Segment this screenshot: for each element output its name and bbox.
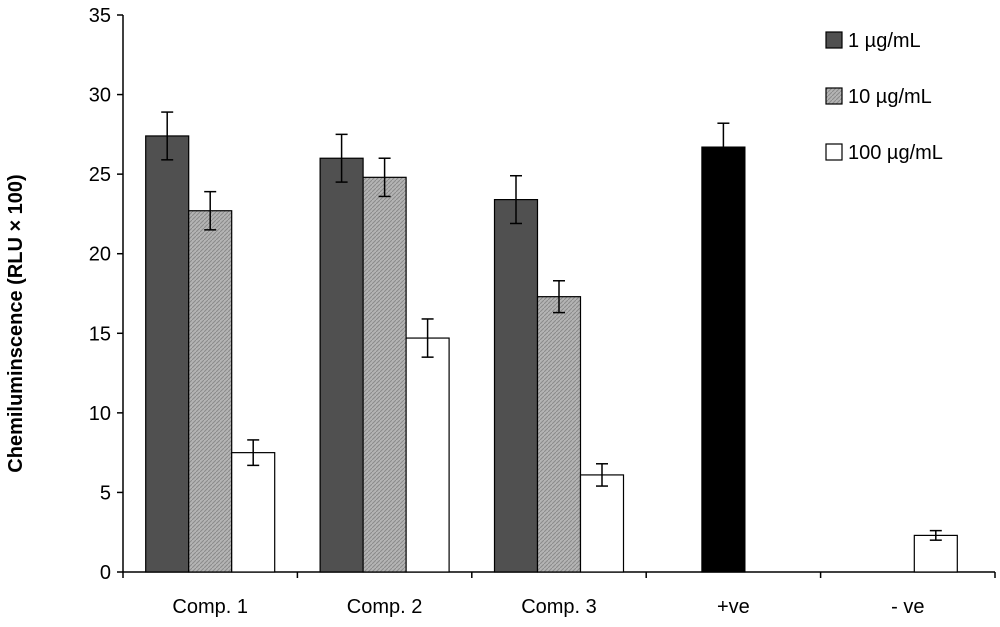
bar-10-g-ml <box>188 210 233 573</box>
x-category-label: Comp. 2 <box>347 596 423 618</box>
y-tick-label: 25 <box>89 164 111 186</box>
y-tick-label: 15 <box>89 323 111 345</box>
bar-positive-control <box>701 146 746 573</box>
legend-swatch <box>825 87 843 105</box>
bar-1-g-ml <box>493 199 539 573</box>
legend-label: 10 µg/mL <box>848 86 932 108</box>
y-tick-label: 20 <box>89 244 111 266</box>
bar-1-g-ml <box>145 135 190 573</box>
bar-100-g-ml <box>405 337 450 573</box>
x-category-label: - ve <box>891 596 924 618</box>
legend-label: 1 µg/mL <box>848 30 921 52</box>
y-tick-label: 35 <box>89 5 111 27</box>
legend-swatch <box>825 31 843 49</box>
y-tick-label: 30 <box>89 85 111 107</box>
y-tick-label: 10 <box>89 403 111 425</box>
bar-1-g-ml <box>319 157 364 573</box>
bar-100-g-ml <box>579 474 625 573</box>
bar-10-g-ml <box>536 296 582 573</box>
legend-swatch <box>825 143 843 161</box>
x-category-label: Comp. 3 <box>521 596 597 618</box>
bar-100-g-ml <box>231 452 276 573</box>
x-category-label: Comp. 1 <box>172 596 248 618</box>
x-category-label: +ve <box>717 596 750 618</box>
y-tick-label: 5 <box>100 482 111 504</box>
legend-label: 100 µg/mL <box>848 142 943 164</box>
y-axis-label: Chemiluminscence (RLU × 100) <box>5 174 27 472</box>
bar-10-g-ml <box>362 176 407 573</box>
y-tick-label: 0 <box>100 562 111 584</box>
